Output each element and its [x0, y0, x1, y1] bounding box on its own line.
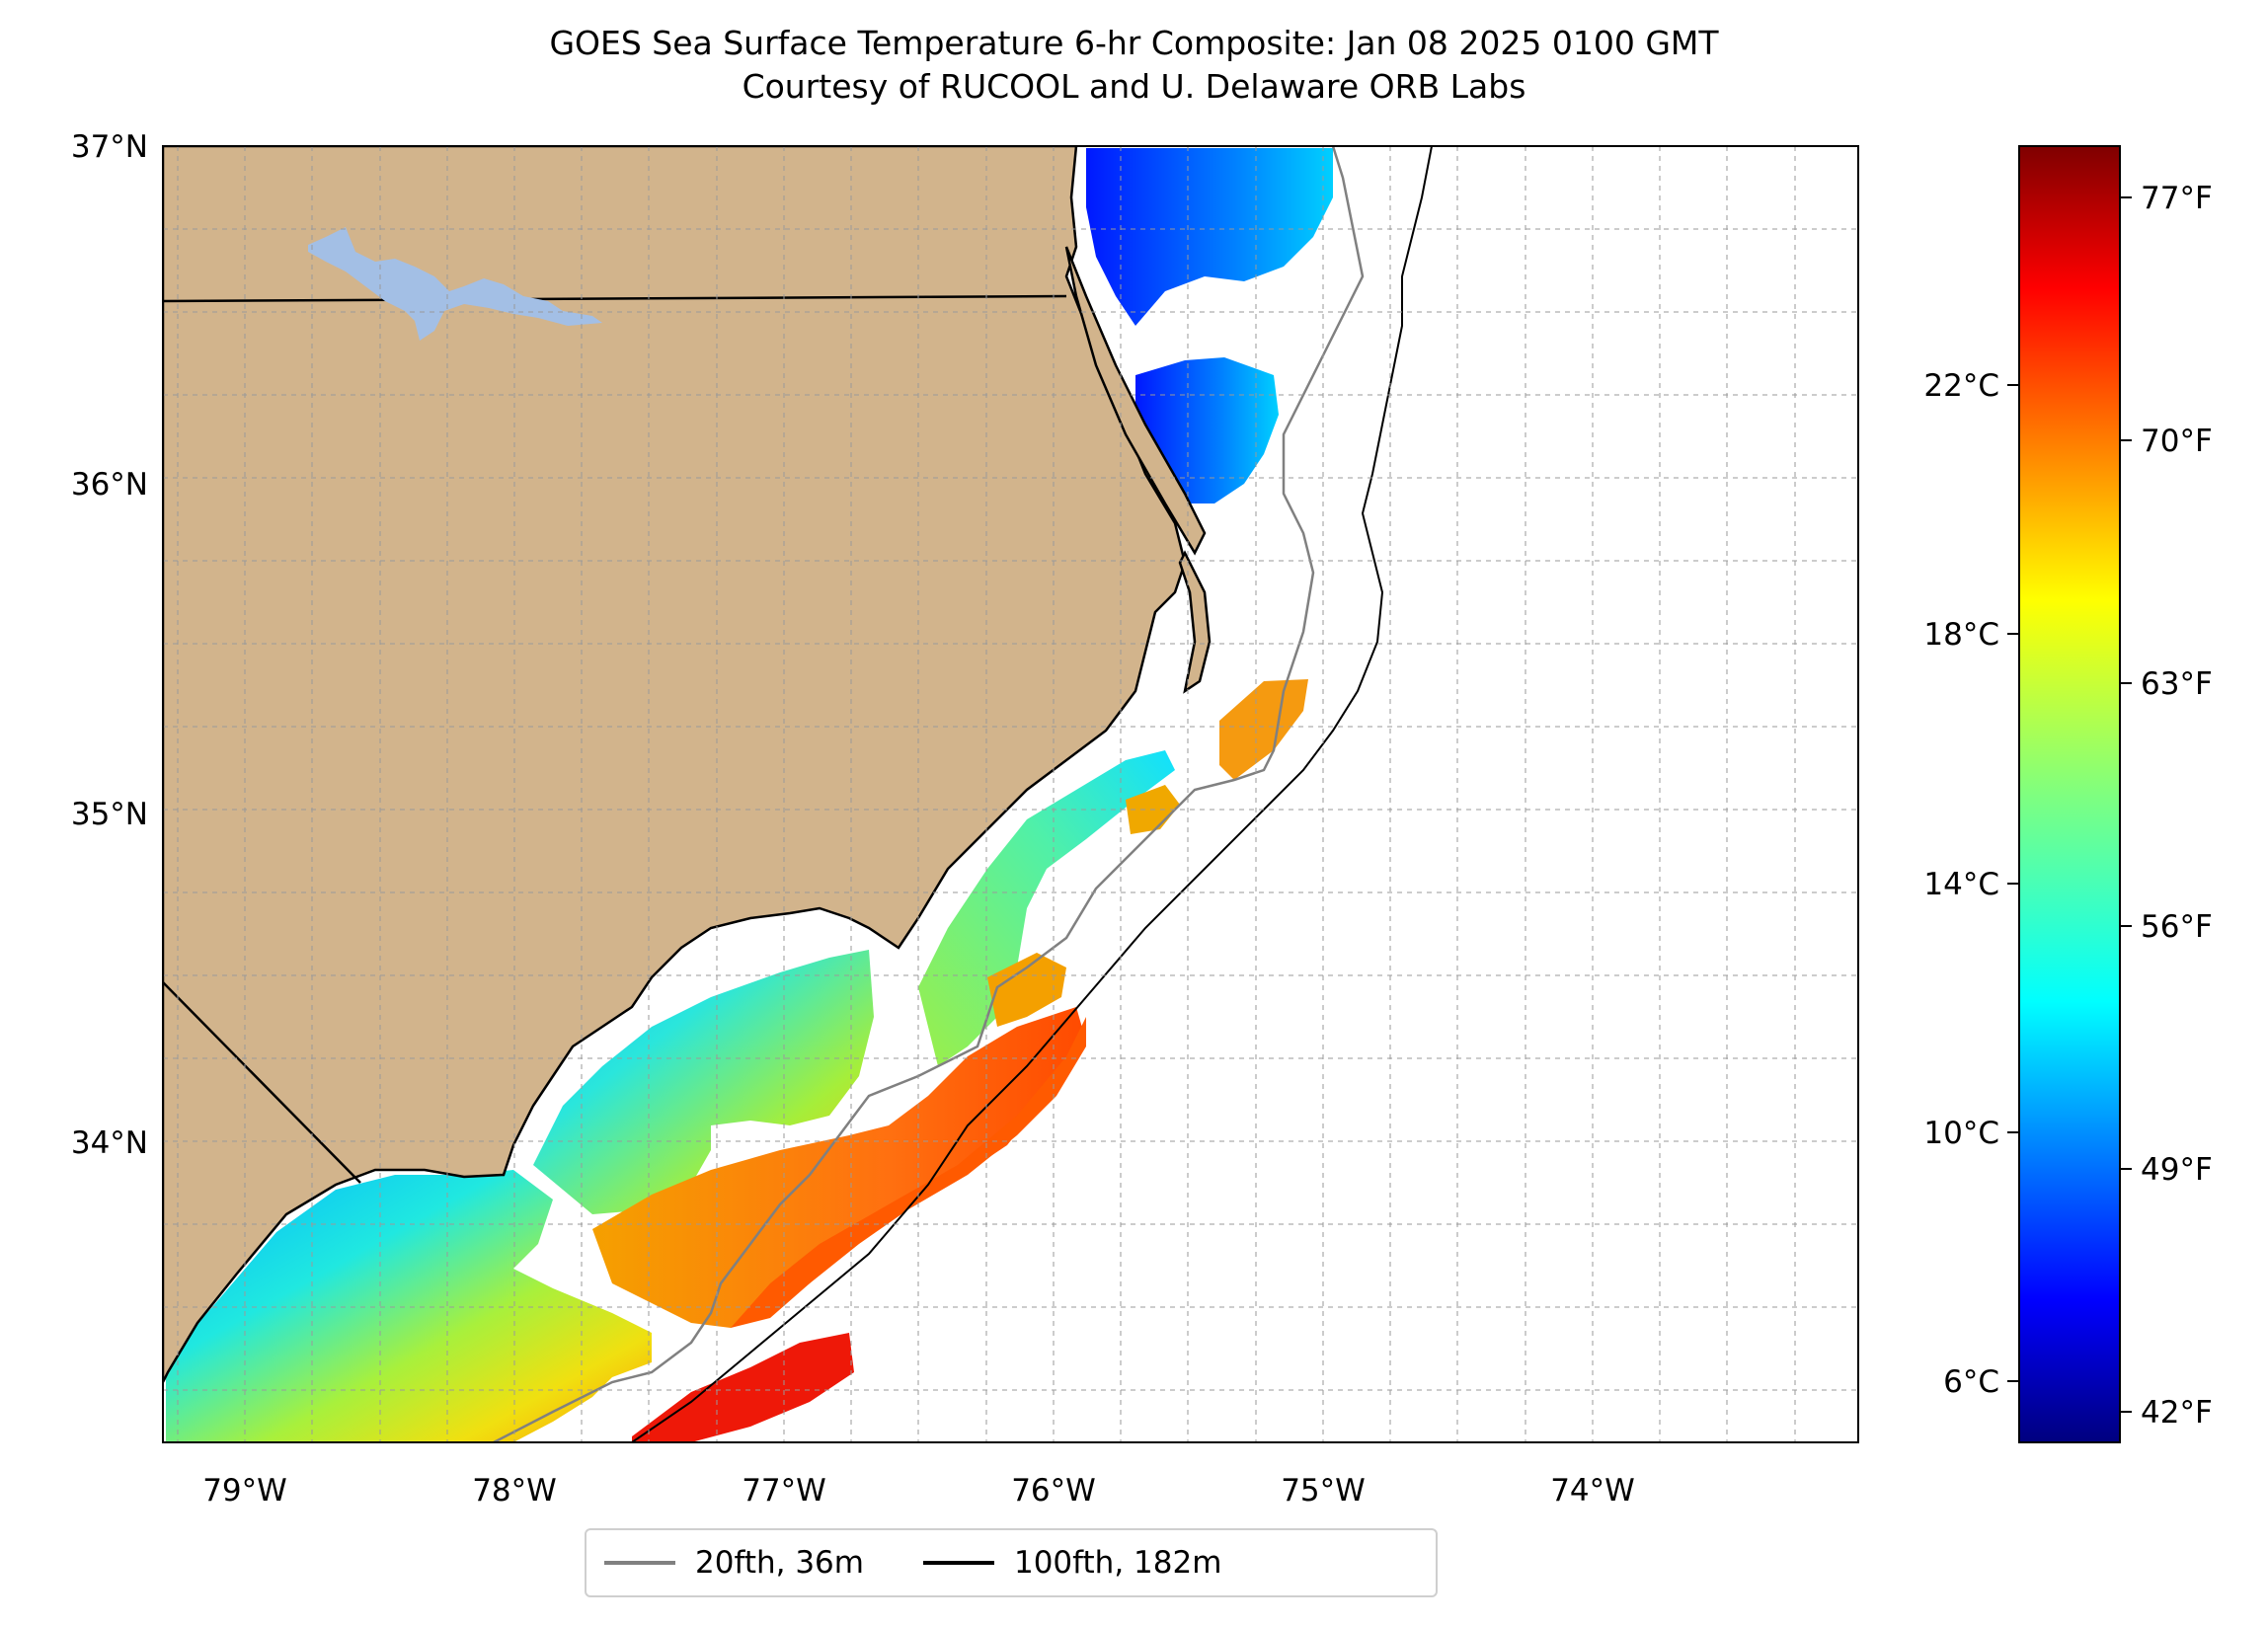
- lon-label-76w: 76°W: [1011, 1473, 1096, 1509]
- sst-field-hatteras-north: [1135, 357, 1279, 503]
- lat-label-37n: 37°N: [71, 129, 148, 165]
- lon-label-77w: 77°W: [742, 1473, 826, 1509]
- state-border-nc-va: [163, 294, 1067, 303]
- sst-field-long-bay: [166, 1170, 652, 1442]
- lat-label-36n: 36°N: [71, 467, 148, 503]
- colorbar-label-10c: 10°C: [1923, 1116, 1999, 1151]
- plot-frame: [162, 145, 1859, 1443]
- legend-item-100fth: 100fth, 182m: [922, 1545, 1222, 1581]
- sst-field-shelf-warm: [592, 1007, 1086, 1328]
- colorbar-label-63f: 63°F: [2141, 666, 2213, 702]
- outer-banks: [1064, 246, 1207, 556]
- lon-label-75w: 75°W: [1281, 1473, 1366, 1509]
- lat-label-34n: 34°N: [71, 1125, 148, 1161]
- legend: 20fth, 36m 100fth, 182m: [585, 1528, 1438, 1597]
- graticule: [163, 146, 1858, 1442]
- sst-field-lookout-east: [1219, 679, 1308, 780]
- colorbar-ticks: [2007, 196, 2132, 1413]
- lon-label-74w: 74°W: [1550, 1473, 1635, 1509]
- sst-field-gulfstream-red: [632, 1333, 854, 1442]
- legend-swatch-black: [922, 1561, 994, 1565]
- map-subtitle: Courtesy of RUCOOL and U. Delaware ORB L…: [742, 67, 1526, 106]
- sst-field-onslow-bay: [533, 950, 874, 1214]
- legend-swatch-gray: [604, 1561, 675, 1565]
- colorbar-label-14c: 14°C: [1923, 867, 1999, 902]
- sst-field-virginia-coast: [1086, 148, 1333, 326]
- colorbar-label-77f: 77°F: [2141, 181, 2213, 216]
- sst-field-raleigh-bay: [918, 750, 1175, 1066]
- colorbar-label-70f: 70°F: [2141, 424, 2213, 459]
- lon-label-78w: 78°W: [472, 1473, 557, 1509]
- legend-label-100fth: 100fth, 182m: [1013, 1545, 1222, 1581]
- colorbar-label-49f: 49°F: [2141, 1152, 2213, 1188]
- isobath-100fth: [631, 146, 1433, 1442]
- colorbar-label-6c: 6°C: [1943, 1364, 1999, 1400]
- sst-field-gulfstream-orange: [731, 1017, 1086, 1328]
- colorbar-label-56f: 56°F: [2141, 909, 2213, 945]
- lon-label-79w: 79°W: [202, 1473, 287, 1509]
- legend-item-20fth: 20fth, 36m: [604, 1545, 864, 1581]
- map-title: GOES Sea Surface Temperature 6-hr Compos…: [549, 24, 1719, 62]
- colorbar: [2018, 145, 2121, 1443]
- colorbar-label-42f: 42°F: [2141, 1395, 2213, 1431]
- legend-label-20fth: 20fth, 36m: [695, 1545, 864, 1581]
- hatteras-island: [1178, 550, 1212, 694]
- colorbar-label-18c: 18°C: [1923, 617, 1999, 653]
- sst-field-onslow-inner: [987, 953, 1066, 1027]
- isobath-20fth: [493, 146, 1365, 1442]
- colorbar-label-22c: 22°C: [1923, 368, 1999, 404]
- state-border-nc-sc: [163, 981, 361, 1184]
- lat-label-35n: 35°N: [71, 797, 148, 832]
